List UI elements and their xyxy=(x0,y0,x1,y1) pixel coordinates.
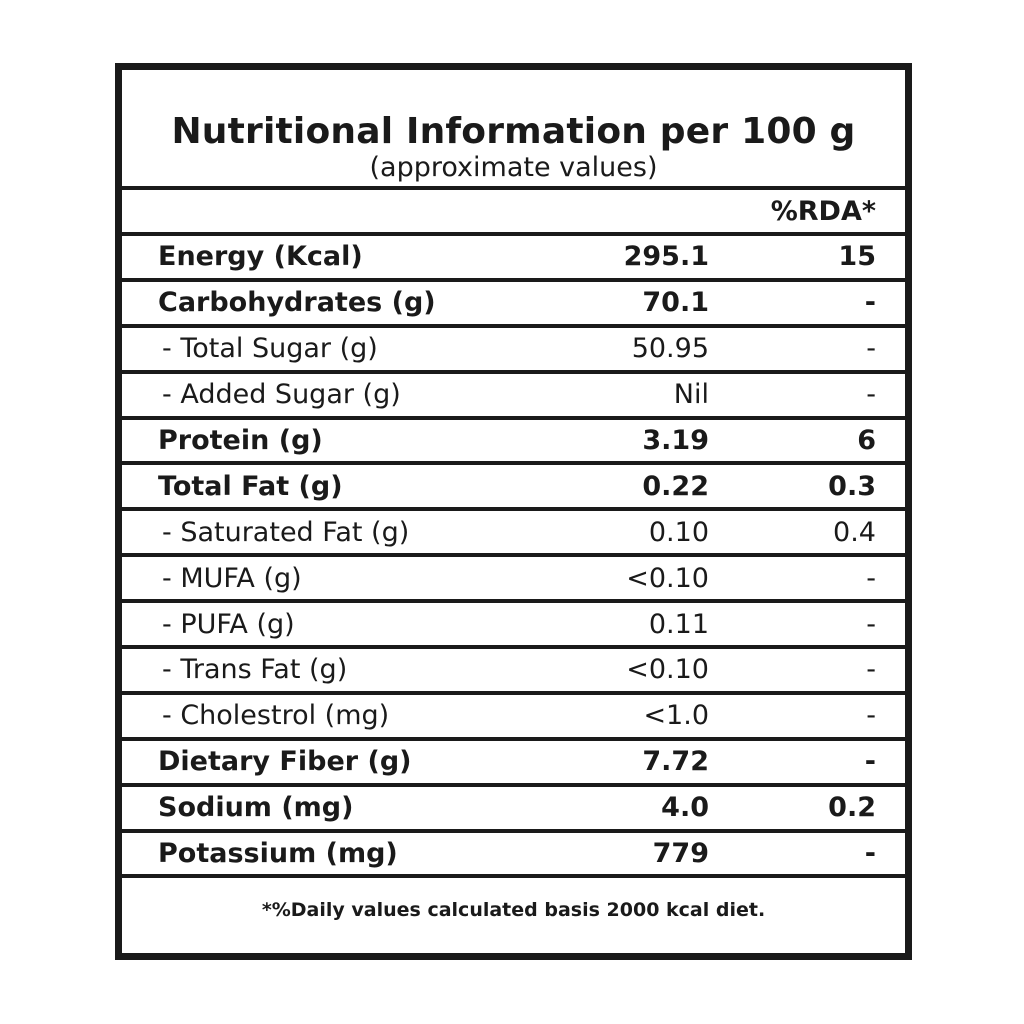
nutrient-label: - Trans Fat (g) xyxy=(162,654,348,686)
nutrient-value: 3.19 xyxy=(642,425,709,456)
nutrition-panel: Nutritional Information per 100 g (appro… xyxy=(115,63,912,960)
nutrient-value: 0.11 xyxy=(648,608,709,640)
table-row: - Saturated Fat (g) 0.10 0.4 xyxy=(122,511,905,558)
nutrient-label: - Total Sugar (g) xyxy=(162,333,378,365)
nutrient-value: 70.1 xyxy=(642,287,709,319)
table-row: Total Fat (g) 0.22 0.3 xyxy=(122,465,905,512)
nutrient-rda: - xyxy=(866,333,876,365)
nutrient-value: 295.1 xyxy=(623,241,709,273)
table-row: Protein (g) 3.19 6 xyxy=(122,420,905,466)
nutrient-rda: 6 xyxy=(857,425,876,456)
nutrient-rda: 0.2 xyxy=(828,792,876,824)
nutrient-label: Energy (Kcal) xyxy=(158,241,363,273)
table-row: - Added Sugar (g) Nil - xyxy=(122,374,905,420)
nutrient-value: 0.22 xyxy=(642,470,709,502)
nutrient-label: - PUFA (g) xyxy=(162,608,295,640)
nutrient-label: Total Fat (g) xyxy=(158,470,343,502)
nutrient-rda: - xyxy=(866,608,876,640)
nutrient-rda: 0.4 xyxy=(833,516,876,548)
nutrient-rda: - xyxy=(866,700,876,732)
nutrient-value: Nil xyxy=(673,379,709,411)
nutrient-value: <0.10 xyxy=(626,562,709,594)
table-row: Sodium (mg) 4.0 0.2 xyxy=(122,787,905,833)
nutrient-label: - Added Sugar (g) xyxy=(162,379,401,411)
panel-header: Nutritional Information per 100 g (appro… xyxy=(122,70,905,190)
table-row: - PUFA (g) 0.11 - xyxy=(122,603,905,650)
table-row: Potassium (mg) 779 - xyxy=(122,833,905,879)
rda-column-header: %RDA* xyxy=(770,195,876,227)
nutrient-value: 0.10 xyxy=(648,516,709,548)
nutrient-label: Potassium (mg) xyxy=(158,838,398,870)
nutrient-label: - Cholestrol (mg) xyxy=(162,700,390,732)
table-row: Energy (Kcal) 295.1 15 xyxy=(122,236,905,282)
table-row: - Trans Fat (g) <0.10 - xyxy=(122,649,905,695)
nutrient-value: 50.95 xyxy=(631,333,709,365)
panel-title: Nutritional Information per 100 g xyxy=(171,111,856,152)
nutrient-value: <1.0 xyxy=(643,700,709,732)
nutrient-label: - Saturated Fat (g) xyxy=(162,516,410,548)
nutrient-value: <0.10 xyxy=(626,654,709,686)
nutrient-value: 7.72 xyxy=(642,746,709,778)
panel-subtitle: (approximate values) xyxy=(369,152,658,183)
nutrient-rda: 0.3 xyxy=(828,470,876,502)
nutrient-rda: - xyxy=(864,746,876,778)
table-row: - MUFA (g) <0.10 - xyxy=(122,557,905,604)
table-row: Carbohydrates (g) 70.1 - xyxy=(122,282,905,328)
nutrient-label: Carbohydrates (g) xyxy=(158,287,436,319)
table-row: Dietary Fiber (g) 7.72 - xyxy=(122,741,905,787)
nutrient-rda: 15 xyxy=(838,241,876,273)
nutrient-rda: - xyxy=(866,562,876,594)
table-row: - Cholestrol (mg) <1.0 - xyxy=(122,695,905,741)
column-header-row: %RDA* xyxy=(122,190,905,236)
nutrient-rda: - xyxy=(866,379,876,411)
nutrient-rda: - xyxy=(864,287,876,319)
table-row: - Total Sugar (g) 50.95 - xyxy=(122,328,905,374)
nutrient-label: Protein (g) xyxy=(158,425,323,456)
nutrient-rda: - xyxy=(866,654,876,686)
nutrient-value: 779 xyxy=(652,838,709,870)
nutrient-label: - MUFA (g) xyxy=(162,562,302,594)
footnote: *%Daily values calculated basis 2000 kca… xyxy=(261,899,766,921)
nutrient-value: 4.0 xyxy=(661,792,709,824)
nutrient-label: Sodium (mg) xyxy=(158,792,354,824)
nutrient-rda: - xyxy=(864,838,876,870)
nutrient-label: Dietary Fiber (g) xyxy=(158,746,412,778)
